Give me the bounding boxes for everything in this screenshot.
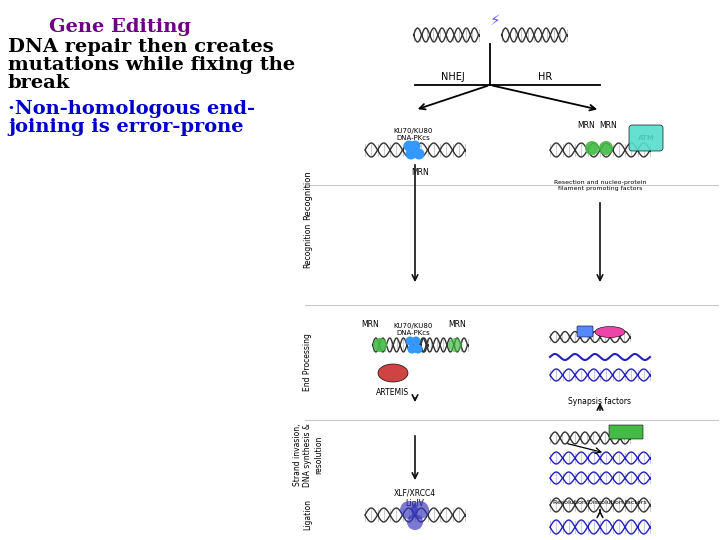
Text: Synapsis factors: Synapsis factors [569,397,631,406]
Text: DNA repair then creates: DNA repair then creates [8,38,274,56]
Text: RPA: RPA [579,329,591,334]
Text: Gene Editing: Gene Editing [49,18,191,36]
Text: RAD51: RAD51 [614,429,638,435]
Ellipse shape [378,364,408,382]
Circle shape [407,514,423,530]
Text: MRN: MRN [577,121,595,130]
Text: joining is error-prone: joining is error-prone [8,118,243,136]
Text: break: break [8,74,71,92]
FancyBboxPatch shape [577,326,593,337]
Text: MRN: MRN [361,320,379,329]
Text: KU70/KU80
DNA-PKcs: KU70/KU80 DNA-PKcs [393,128,433,141]
Text: ·Non-homologous end-: ·Non-homologous end- [8,100,255,118]
Circle shape [373,338,387,352]
Text: MRN: MRN [599,121,617,130]
Circle shape [405,336,415,346]
Text: Resection and nucleo-protein
filament promoting factors: Resection and nucleo-protein filament pr… [554,180,646,191]
Text: mutations while fixing the: mutations while fixing the [8,56,295,74]
Text: End Processing: End Processing [304,334,312,391]
Circle shape [412,336,420,346]
Circle shape [411,501,429,519]
Circle shape [448,338,462,352]
Ellipse shape [595,327,625,338]
Text: HR: HR [538,72,552,82]
Text: Strand invasion,
DNA synthesis &
resolution: Strand invasion, DNA synthesis & resolut… [293,423,323,487]
Circle shape [413,148,425,159]
Text: NHEJ: NHEJ [441,72,464,82]
Circle shape [400,501,418,519]
Text: RAD51: RAD51 [600,329,621,334]
Text: ⚡: ⚡ [490,12,500,28]
Circle shape [599,141,613,155]
Circle shape [408,345,416,354]
Text: Recognition: Recognition [304,222,312,268]
Circle shape [410,140,420,152]
Circle shape [585,141,599,155]
Text: Resolution/Dissolution factors: Resolution/Dissolution factors [553,500,647,505]
Text: KU70/KU80
DNA-PKcs: KU70/KU80 DNA-PKcs [393,323,433,336]
Text: Ligation: Ligation [304,500,312,530]
Text: Recognition: Recognition [304,170,312,220]
Text: ARTEMIS: ARTEMIS [377,388,410,397]
FancyBboxPatch shape [609,425,643,439]
Text: MRN: MRN [411,168,429,177]
FancyBboxPatch shape [629,125,663,151]
Circle shape [413,345,423,354]
Text: XLF/XRCC4
LigIV: XLF/XRCC4 LigIV [394,489,436,508]
Circle shape [403,140,415,152]
Text: MRN: MRN [448,320,466,329]
Circle shape [405,148,416,159]
Text: ATM: ATM [638,135,654,141]
